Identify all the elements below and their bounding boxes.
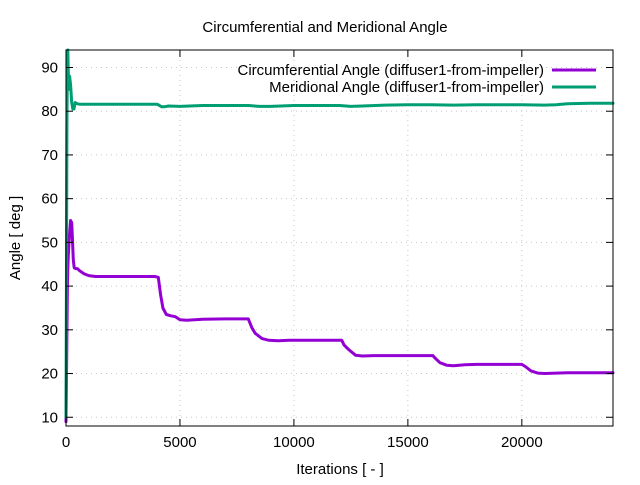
axis-ticks: 0 5000 10000 15000 20000 10 20 30 40 50 60 70 80 90 [41, 50, 613, 451]
y-axis-title: Angle [ deg ] [7, 196, 24, 280]
x-tick-label: 20000 [501, 434, 543, 451]
series-line-1 [64, 48, 615, 419]
plot-frame [65, 49, 614, 427]
grid [66, 50, 613, 426]
y-tick-label: 20 [41, 366, 58, 383]
y-tick-label: 80 [41, 103, 58, 120]
series-layer [64, 48, 615, 424]
x-tick-label: 15000 [387, 434, 429, 451]
y-tick-label: 60 [41, 191, 58, 208]
legend-label-1: Meridional Angle (diffuser1-from-impelle… [269, 79, 544, 96]
x-axis-title: Iterations [ - ] [296, 461, 384, 478]
chart-title: Circumferential and Meridional Angle [202, 19, 447, 36]
y-tick-label: 70 [41, 147, 58, 164]
series-line-0 [64, 219, 615, 424]
legend-label-0: Circumferential Angle (diffuser1-from-im… [238, 62, 545, 79]
y-tick-label: 90 [41, 59, 58, 76]
x-tick-label: 5000 [163, 434, 196, 451]
y-tick-label: 40 [41, 278, 58, 295]
y-tick-label: 30 [41, 322, 58, 339]
x-tick-label: 10000 [273, 434, 315, 451]
legend: Circumferential Angle (diffuser1-from-im… [238, 62, 596, 96]
y-tick-label: 10 [41, 409, 58, 426]
x-tick-label: 0 [62, 434, 70, 451]
y-tick-label: 50 [41, 234, 58, 251]
